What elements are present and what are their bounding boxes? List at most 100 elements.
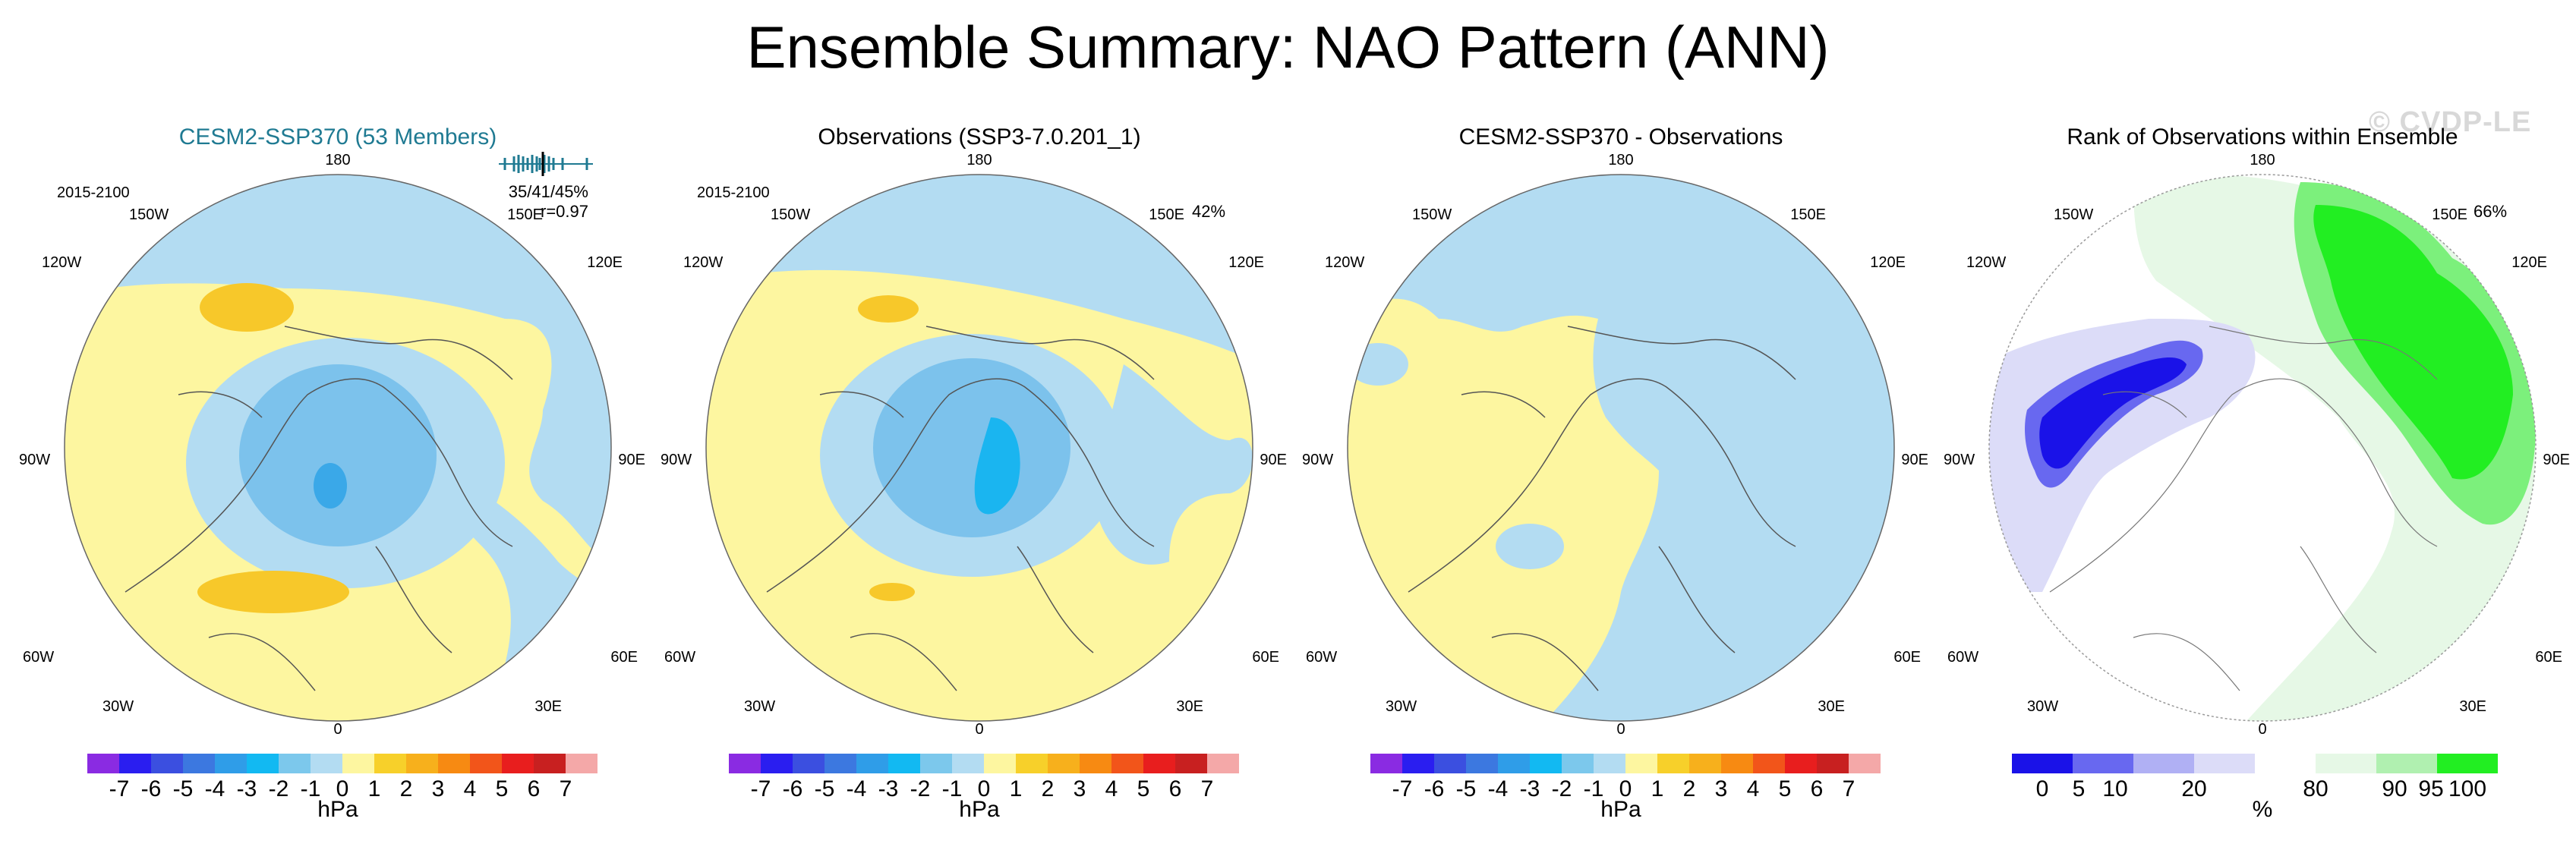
- colorbar-swatch: [1721, 754, 1753, 773]
- rank-lowest-dark-blue: [2039, 357, 2187, 469]
- colorbar-tick-label: 0: [977, 776, 991, 801]
- colorbar-swatch: [2376, 754, 2437, 773]
- colorbar-tick-label: 2: [1041, 776, 1055, 801]
- colorbar-swatch: [761, 754, 793, 773]
- positive-cell-south: [197, 571, 349, 613]
- colorbar-tick-label: 6: [527, 776, 541, 801]
- negative-anomaly-core: [974, 417, 1020, 515]
- colorbar-tick-label: 7: [1200, 776, 1214, 801]
- colorbar-tick-label: 2: [399, 776, 413, 801]
- colorbar-tick-label: 95: [2418, 776, 2444, 801]
- longitude-label-w30: 30W: [102, 698, 134, 715]
- colorbar-swatch: [2316, 754, 2376, 773]
- colorbar-tick-label: 7: [559, 776, 572, 801]
- colorbar-swatch: [1849, 754, 1881, 773]
- colorbar-swatch: [215, 754, 247, 773]
- colorbar-swatch: [279, 754, 311, 773]
- colorbar-swatch: [374, 754, 406, 773]
- colorbar-swatch: [1143, 754, 1175, 773]
- colorbar-tick-label: 1: [1651, 776, 1664, 801]
- stats-line-r: r=0.97: [541, 202, 588, 221]
- colorbar-unit: %: [2252, 797, 2273, 822]
- colorbar-swatch: [534, 754, 566, 773]
- pacific-light-region: [1093, 364, 1253, 565]
- colorbar-swatch: [1175, 754, 1207, 773]
- negative-difference-cell-south: [1496, 524, 1564, 569]
- colorbar-swatch: [1498, 754, 1530, 773]
- longitude-label-bottom: 0: [1616, 721, 1625, 738]
- colorbar-swatch: [566, 754, 597, 773]
- colorbar-tick-label: -7: [750, 776, 771, 801]
- colorbar-swatch: [1434, 754, 1466, 773]
- colorbar-unit: hPa: [959, 797, 1000, 822]
- colorbar-swatch: [247, 754, 279, 773]
- polar-map: [1988, 174, 2537, 722]
- positive-cell-north: [858, 295, 919, 323]
- colorbar-swatch: [502, 754, 534, 773]
- panel-difference: CESM2-SSP370 - Observations -7 -6 -5 -4 -3 -2…: [1302, 114, 1928, 842]
- longitude-label-e30: 30E: [2459, 698, 2486, 715]
- colorbar-ticks: 0 5 10 20 80 90 95 100: [1966, 776, 2559, 807]
- colorbar-tick-label: -5: [172, 776, 194, 801]
- colorbar-tick-label: 0: [336, 776, 349, 801]
- colorbar-tick-label: 100: [2448, 776, 2487, 801]
- colorbar-swatch: [151, 754, 183, 773]
- colorbar-tick-label: 5: [1778, 776, 1792, 801]
- colorbar-tick-label: 4: [1105, 776, 1118, 801]
- longitude-label-w60: 60W: [664, 649, 696, 666]
- longitude-label-e90: 90E: [1260, 452, 1287, 468]
- coastlines: [1408, 326, 1796, 691]
- colorbar-swatch: [2133, 754, 2194, 773]
- positive-anomaly-region: [706, 175, 1253, 364]
- colorbar-swatch: [2437, 754, 2498, 773]
- colorbar-tick-label: 0: [2035, 776, 2049, 801]
- longitude-label-e90: 90E: [618, 452, 645, 468]
- colorbar-swatch: [1657, 754, 1689, 773]
- coastlines: [766, 326, 1155, 691]
- longitude-label-e60: 60E: [1893, 649, 1921, 666]
- coastlines: [2049, 326, 2438, 691]
- longitude-label-w30: 30W: [2027, 698, 2059, 715]
- longitude-label-w150: 150W: [129, 206, 169, 223]
- colorbar-swatch: [2194, 754, 2255, 773]
- colorbar-swatch: [1625, 754, 1657, 773]
- colorbar-swatch: [1817, 754, 1849, 773]
- variance-percent: 66%: [2474, 202, 2508, 221]
- colorbar-tick-label: 20: [2181, 776, 2207, 801]
- longitude-label-e90: 90E: [1901, 452, 1928, 468]
- colorbar-swatch: [793, 754, 825, 773]
- colorbar-swatch: [729, 754, 761, 773]
- colorbar-tick-label: -2: [1551, 776, 1572, 801]
- colorbar-tick-label: 4: [463, 776, 477, 801]
- negative-anomaly-mid: [239, 364, 437, 546]
- colorbar-ticks: -7 -6 -5 -4 -3 -2 -1 0 1 2 3 4 5 6 7: [1325, 776, 1917, 807]
- colorbar-ticks: -7 -6 -5 -4 -3 -2 -1 0 1 2 3 4 5 6 7: [683, 776, 1275, 807]
- longitude-label-e30: 30E: [1176, 698, 1203, 715]
- colorbar-swatch: [2012, 754, 2073, 773]
- period-label: 2015-2100: [697, 184, 770, 201]
- colorbar-tick-label: -4: [1487, 776, 1509, 801]
- longitude-label-w30: 30W: [744, 698, 776, 715]
- colorbar-swatch: [1530, 754, 1562, 773]
- polar-map: [705, 174, 1253, 722]
- longitude-label-e120: 120E: [587, 254, 623, 271]
- longitude-label-w90: 90W: [661, 452, 692, 468]
- colorbar-swatch: [1402, 754, 1434, 773]
- longitude-label-e150: 150E: [2432, 206, 2467, 223]
- panel-title: CESM2-SSP370 - Observations: [1458, 124, 1783, 150]
- colorbar-tick-label: -3: [1519, 776, 1540, 801]
- colorbar-swatch: [2073, 754, 2133, 773]
- colorbar-swatch: [470, 754, 502, 773]
- positive-cell-south: [869, 583, 915, 601]
- colorbar-tick-label: -5: [814, 776, 835, 801]
- positive-difference-region: [1348, 298, 1659, 721]
- colorbar: [1370, 754, 1881, 773]
- colorbar-tick-label: 3: [431, 776, 445, 801]
- longitude-label-w150: 150W: [771, 206, 811, 223]
- colorbar-swatch: [1785, 754, 1817, 773]
- polar-map: [64, 174, 612, 722]
- colorbar-tick-label: 3: [1073, 776, 1086, 801]
- colorbar-swatch: [1080, 754, 1111, 773]
- longitude-label-w120: 120W: [1966, 254, 2007, 271]
- panel-rank: Rank of Observations within Ensemble 66%…: [1944, 114, 2570, 842]
